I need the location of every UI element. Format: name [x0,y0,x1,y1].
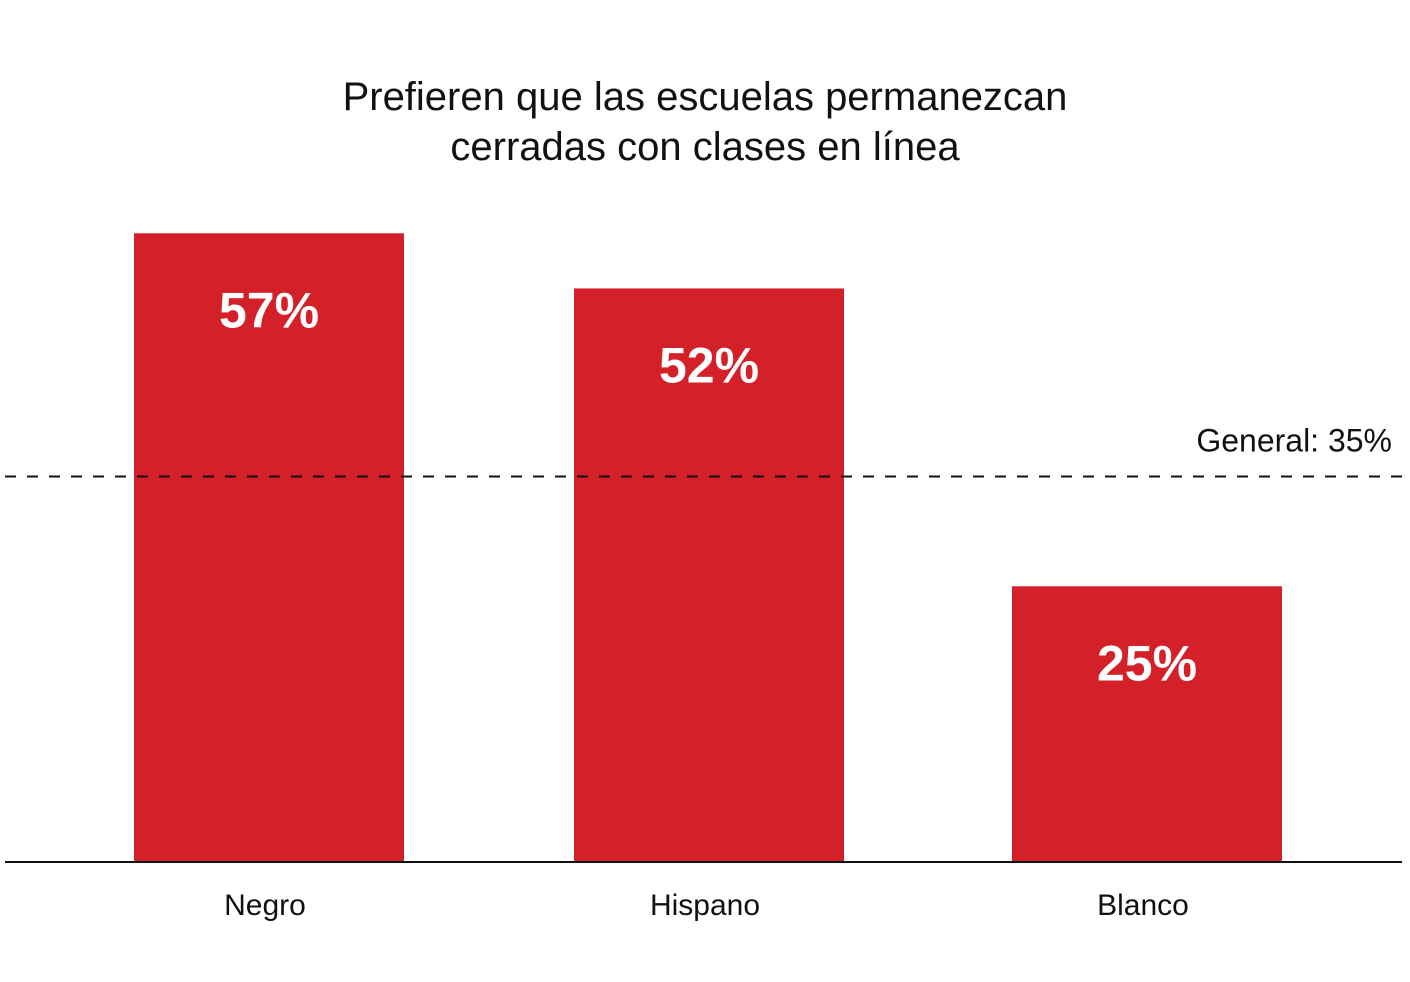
bar-value-label-blanco: 25% [1097,635,1197,691]
chart-title: Prefieren que las escuelas permanezcan c… [0,72,1410,172]
category-label-blanco: Blanco [1097,889,1189,922]
chart-title-line-1: Prefieren que las escuelas permanezcan [342,75,1068,119]
labels-layer: 57% Negro 52% Hispano 25% Blanco [219,282,1197,922]
chart-title-line-2: cerradas con clases en línea [450,125,960,169]
bar-hispano [574,288,844,862]
reference-line-label: General: 35% [1196,422,1392,458]
bar-negro [134,233,404,863]
category-label-hispano: Hispano [650,889,760,922]
bar-value-label-negro: 57% [219,282,319,338]
bar-value-label-hispano: 52% [659,337,759,393]
bars-layer [134,233,1282,863]
bar-blanco [1012,586,1282,862]
category-label-negro: Negro [224,889,306,922]
